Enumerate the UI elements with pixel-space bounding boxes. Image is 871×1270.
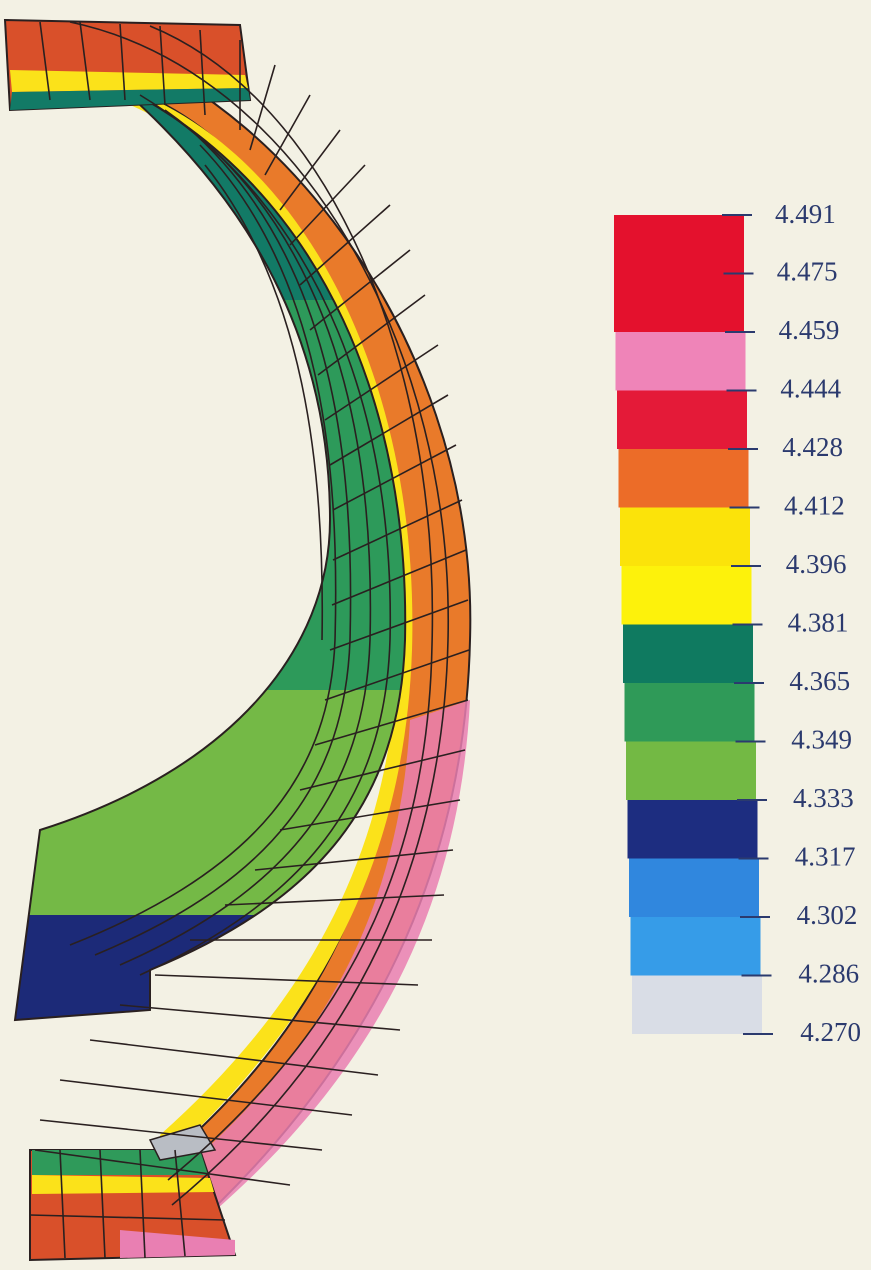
legend-band-10 bbox=[629, 858, 759, 917]
legend-value-label: 4.286 bbox=[798, 959, 859, 989]
legend-value-label: 4.491 bbox=[775, 199, 836, 229]
legend-band-3 bbox=[618, 449, 749, 508]
legend-value-label: 4.270 bbox=[800, 1017, 861, 1047]
legend-band-6 bbox=[623, 624, 753, 683]
legend-band-12 bbox=[632, 975, 762, 1034]
legend-band-4 bbox=[620, 507, 750, 566]
outer-shell-lower bbox=[170, 700, 470, 1240]
legend-tick-marks bbox=[722, 214, 773, 1035]
bottom-end-pink bbox=[120, 1230, 235, 1258]
color-legend: 4.491 4.475 4.459 4.444 4.428 4.412 4.396 4.381… bbox=[614, 199, 861, 1047]
gray-cell bbox=[148, 1124, 217, 1161]
legend-value-label: 4.349 bbox=[791, 725, 852, 755]
legend-band-11 bbox=[630, 917, 761, 976]
legend-band-2 bbox=[617, 390, 747, 449]
legend-value-label: 4.428 bbox=[782, 432, 843, 462]
legend-tick-labels: 4.491 4.475 4.459 4.444 4.428 4.412 4.396 4.381… bbox=[775, 199, 861, 1047]
legend-band-1 bbox=[615, 332, 746, 391]
legend-band-9 bbox=[627, 800, 758, 859]
legend-value-label: 4.444 bbox=[780, 374, 841, 404]
legend-value-label: 4.317 bbox=[795, 842, 856, 872]
curved-part-model bbox=[3, 18, 472, 1262]
legend-value-label: 4.365 bbox=[789, 666, 850, 696]
legend-value-label: 4.412 bbox=[784, 491, 845, 521]
legend-color-bands bbox=[614, 215, 762, 1034]
legend-band-8 bbox=[626, 741, 756, 800]
legend-value-label: 4.333 bbox=[793, 783, 854, 813]
legend-band-0 bbox=[614, 215, 744, 332]
legend-value-label: 4.475 bbox=[777, 257, 838, 287]
top-end-yellow bbox=[10, 70, 248, 92]
legend-value-label: 4.302 bbox=[797, 900, 858, 930]
legend-value-label: 4.381 bbox=[788, 608, 849, 638]
legend-band-7 bbox=[624, 683, 755, 742]
top-end-green bbox=[10, 88, 250, 110]
mesh-grid bbox=[29, 21, 470, 1259]
bottom-end-yellow bbox=[32, 1175, 214, 1194]
legend-value-label: 4.396 bbox=[786, 549, 847, 579]
legend-value-label: 4.459 bbox=[779, 315, 840, 345]
legend-band-5 bbox=[621, 566, 752, 625]
